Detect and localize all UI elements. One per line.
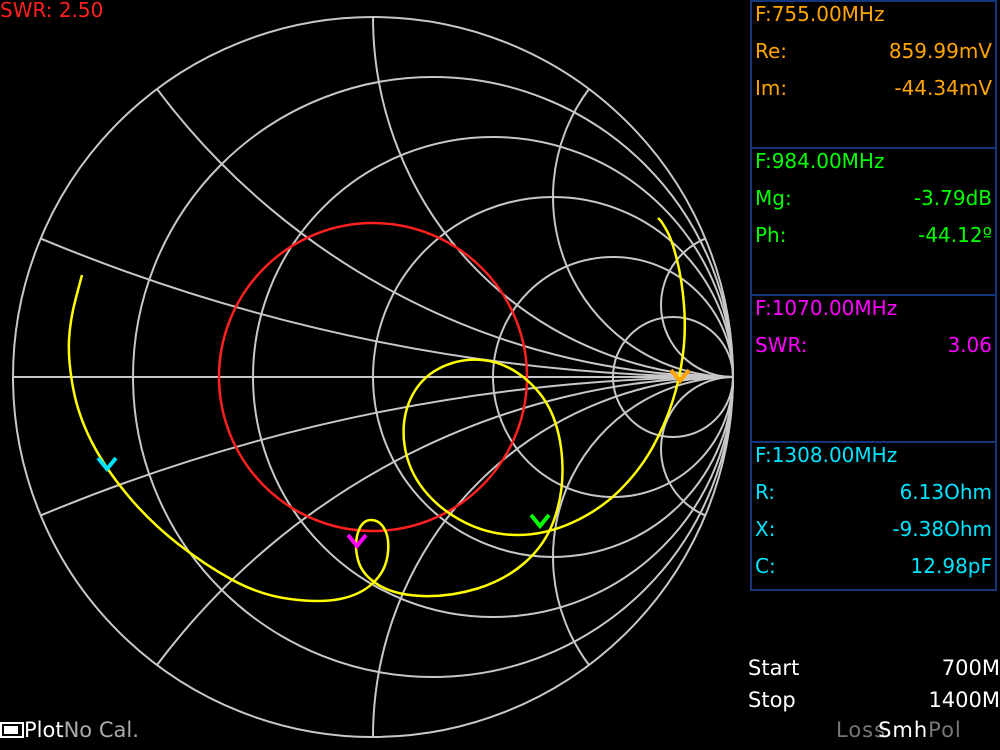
readout-value: 6.13Ohm — [899, 480, 992, 504]
reactance-arc — [660, 376, 734, 517]
reactance-arc — [660, 237, 734, 378]
stop-label: Stop — [748, 688, 796, 712]
marker-readout: X: -9.38Ohm — [755, 517, 992, 541]
plot-button[interactable]: Plot — [24, 718, 64, 742]
swr-circle — [217, 221, 529, 533]
loss-mode[interactable]: Loss — [836, 718, 887, 742]
readout-label: Ph: — [755, 223, 787, 247]
readout-value: 3.06 — [947, 333, 992, 357]
sweep-stop[interactable]: Stop 1400M — [748, 688, 1000, 712]
marker-2-icon[interactable] — [529, 513, 551, 530]
readout-label: C: — [755, 554, 776, 578]
reactance-arc — [372, 16, 734, 378]
reactance-arc — [552, 376, 734, 666]
marker-panel-1[interactable]: F:755.00MHz Re: 859.99mV Im: -44.34mV — [750, 0, 997, 149]
readout-label: R: — [755, 480, 776, 504]
readout-value: -9.38Ohm — [892, 517, 992, 541]
readout-label: X: — [755, 517, 776, 541]
marker-panel-3[interactable]: F:1070.00MHz SWR: 3.06 — [750, 294, 997, 443]
marker-readout: Re: 859.99mV — [755, 39, 992, 63]
calibration-status[interactable]: No Cal. — [63, 718, 139, 742]
marker-readout: R: 6.13Ohm — [755, 480, 992, 504]
start-label: Start — [748, 656, 800, 680]
marker-frequency: F:984.00MHz — [755, 149, 885, 173]
marker-panel-4[interactable]: F:1308.00MHz R: 6.13Ohm X: -9.38Ohm C: 12.98pF — [750, 441, 997, 591]
reactance-arc — [156, 88, 734, 378]
smith-grid — [12, 16, 734, 738]
readout-value: -3.79dB — [913, 186, 992, 210]
marker-4-icon[interactable] — [96, 456, 118, 473]
marker-1-icon[interactable] — [669, 368, 691, 385]
battery-icon — [0, 722, 24, 738]
marker-readout: Mg: -3.79dB — [755, 186, 992, 210]
marker-frequency: F:755.00MHz — [755, 2, 885, 26]
readout-value: 12.98pF — [910, 554, 992, 578]
reactance-arc — [156, 376, 734, 666]
sweep-start[interactable]: Start 700M — [748, 656, 1000, 680]
marker-3-icon[interactable] — [346, 533, 368, 550]
readout-value: -44.34mV — [894, 76, 992, 100]
start-value: 700M — [941, 656, 1000, 680]
marker-frequency: F:1070.00MHz — [755, 296, 898, 320]
s11-trace — [67, 217, 687, 603]
readout-label: Mg: — [755, 186, 792, 210]
marker-readout: Ph: -44.12º — [755, 223, 992, 247]
reactance-arc — [552, 88, 734, 378]
marker-panel-2[interactable]: F:984.00MHz Mg: -3.79dB Ph: -44.12º — [750, 147, 997, 296]
marker-readout: C: 12.98pF — [755, 554, 992, 578]
swr-circle-label: SWR: 2.50 — [0, 0, 104, 22]
polar-mode[interactable]: Pol — [928, 718, 962, 742]
readout-value: 859.99mV — [888, 39, 992, 63]
readout-value: -44.12º — [918, 223, 992, 247]
stop-value: 1400M — [928, 688, 1000, 712]
readout-label: SWR: — [755, 333, 808, 357]
marker-readout: Im: -44.34mV — [755, 76, 992, 100]
reactance-arc — [40, 237, 734, 378]
readout-label: Im: — [755, 76, 788, 100]
reactance-arc — [372, 376, 734, 738]
marker-frequency: F:1308.00MHz — [755, 443, 898, 467]
readout-label: Re: — [755, 39, 788, 63]
smith-mode[interactable]: Smh — [878, 718, 929, 742]
marker-readout: SWR: 3.06 — [755, 333, 992, 357]
reactance-arc — [40, 376, 734, 517]
